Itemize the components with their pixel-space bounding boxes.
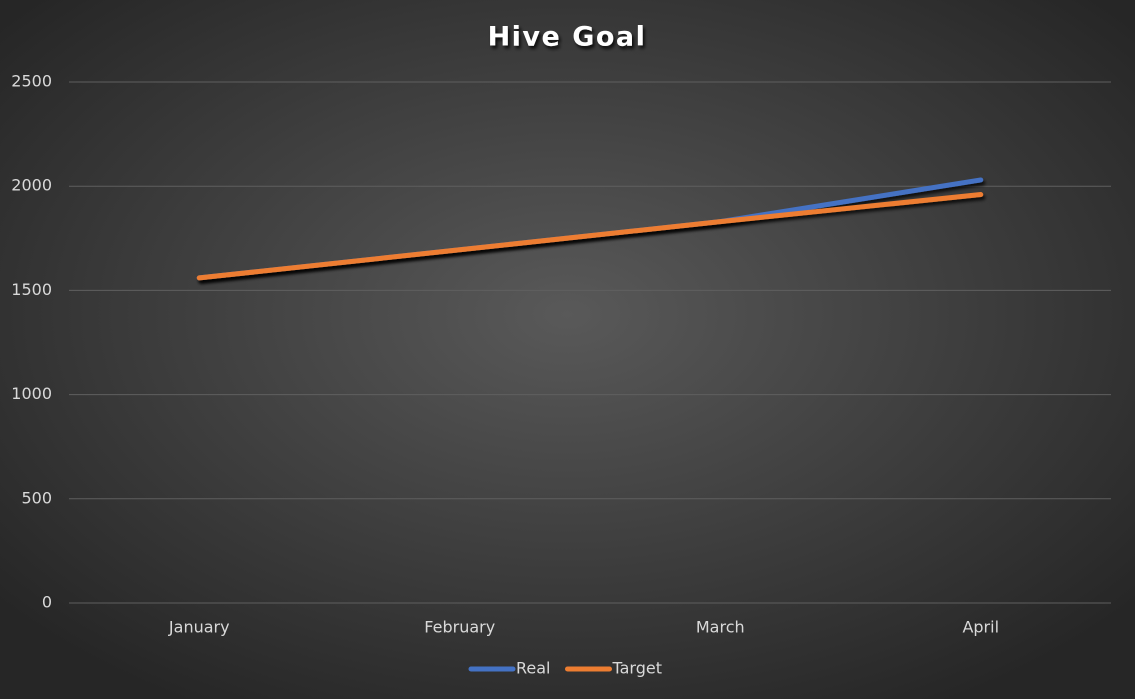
y-tick-label: 2500 <box>11 72 52 91</box>
chart-title: Hive Goal <box>488 22 647 53</box>
legend-label: Real <box>516 659 551 678</box>
x-tick-label: April <box>962 618 999 637</box>
x-tick-label: January <box>168 618 230 637</box>
y-tick-label: 500 <box>21 488 52 507</box>
legend-label: Target <box>612 659 663 678</box>
x-tick-label: March <box>696 618 745 637</box>
x-tick-label: February <box>424 618 495 637</box>
series-line <box>196 192 984 281</box>
y-tick-label: 2000 <box>11 176 52 195</box>
y-tick-label: 1500 <box>11 280 52 299</box>
y-tick-label: 1000 <box>11 384 52 403</box>
y-tick-label: 0 <box>42 593 52 612</box>
